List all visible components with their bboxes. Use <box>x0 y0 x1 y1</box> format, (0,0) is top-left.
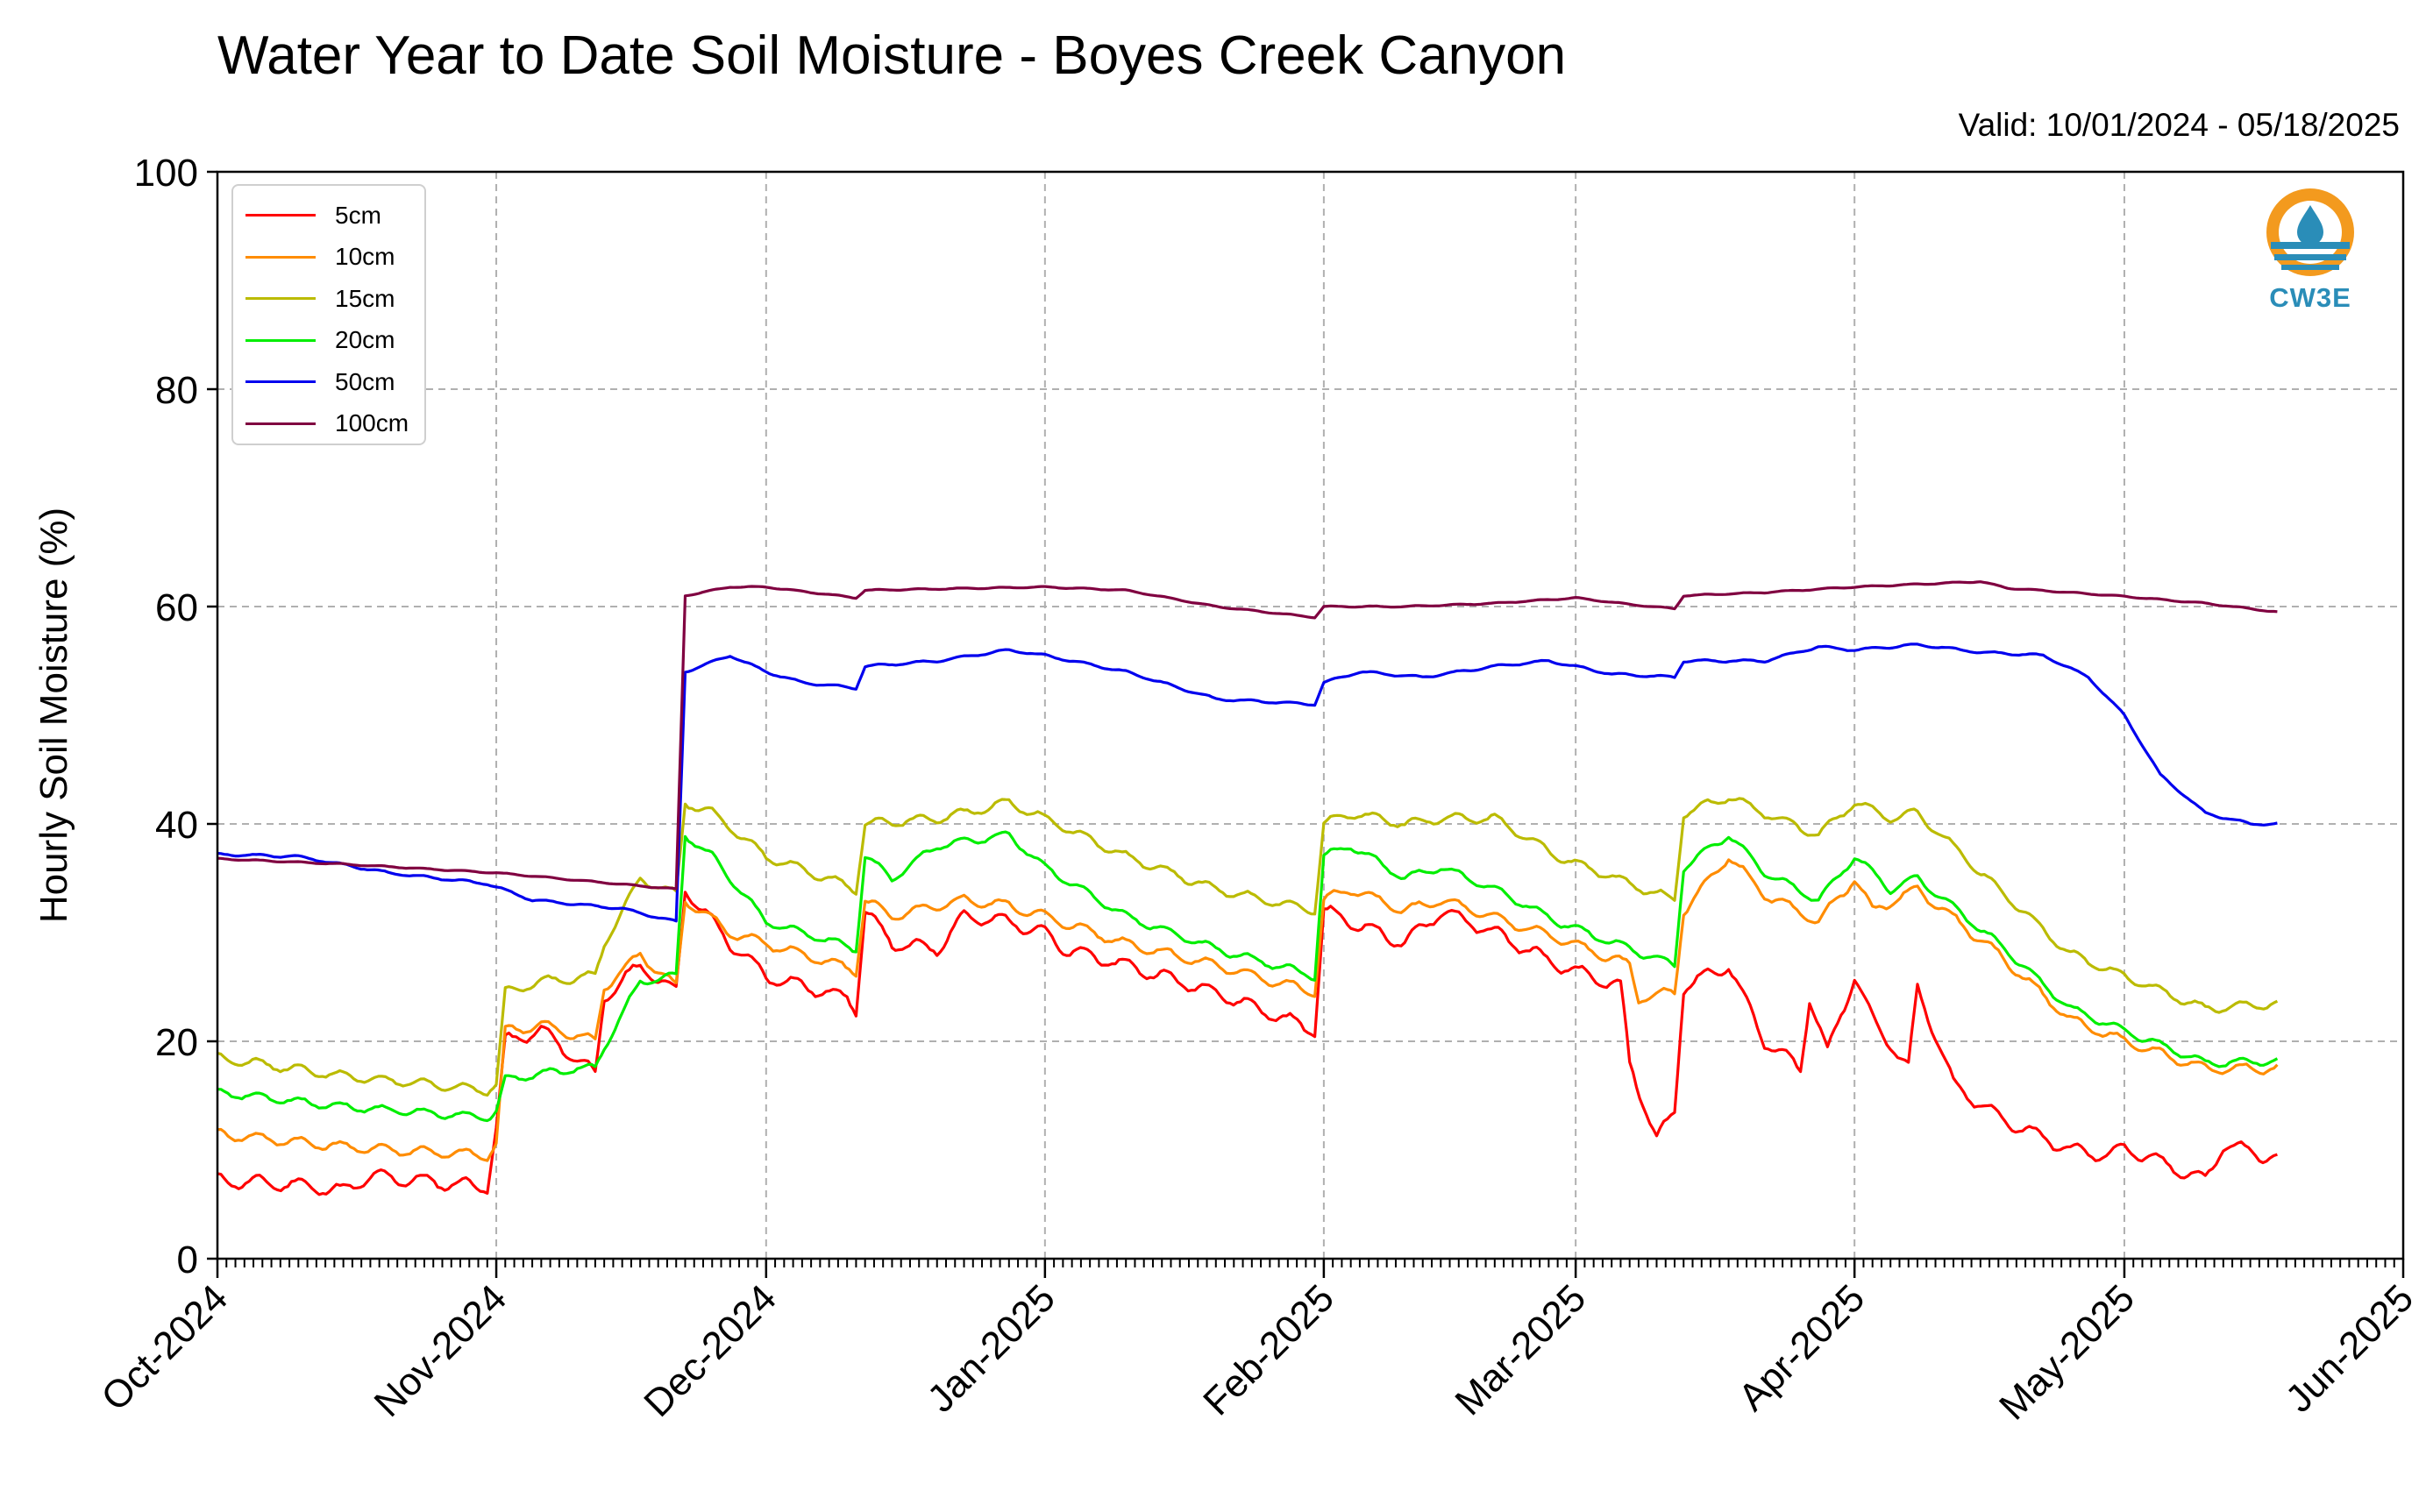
legend-swatch <box>245 422 316 425</box>
legend: 5cm 10cm 15cm 20cm 50cm 100cm <box>231 184 426 445</box>
series-line-100cm <box>217 580 2278 891</box>
legend-label: 20cm <box>335 326 395 354</box>
series-line-20cm <box>217 830 2279 1123</box>
series-line-5cm <box>217 891 2278 1196</box>
x-tick-label: Nov-2024 <box>366 1276 516 1425</box>
series-line-50cm <box>217 642 2278 923</box>
legend-label: 100cm <box>335 409 409 437</box>
cw3e-logo: CW3E <box>2262 184 2358 324</box>
legend-label: 50cm <box>335 367 395 395</box>
series-line-10cm <box>217 858 2279 1162</box>
legend-swatch <box>245 214 316 217</box>
x-tick-label: May-2025 <box>1991 1276 2143 1428</box>
legend-item-15cm: 15cm <box>245 278 412 320</box>
x-tick-label: Jun-2025 <box>2278 1276 2422 1420</box>
valid-date-range: Valid: 10/01/2024 - 05/18/2025 <box>1958 107 2400 143</box>
y-axis-label: Hourly Soil Moisture (%) <box>32 508 75 923</box>
legend-swatch <box>245 380 316 384</box>
x-tick-label: Jan-2025 <box>920 1276 1064 1420</box>
axis-ticks: 0 20 40 60 80 100 Oct-2024 Nov-2024 Dec-2024 Jan-… <box>93 152 2422 1428</box>
legend-item-10cm: 10cm <box>245 237 412 279</box>
legend-label: 15cm <box>335 284 395 312</box>
legend-item-100cm: 100cm <box>245 403 412 445</box>
legend-item-20cm: 20cm <box>245 320 412 362</box>
page-title: Water Year to Date Soil Moisture - Boyes… <box>217 25 1567 86</box>
y-tick-label: 80 <box>155 369 198 412</box>
legend-label: 5cm <box>335 201 381 229</box>
plot-frame <box>216 170 2405 1260</box>
y-tick-label: 0 <box>177 1239 198 1281</box>
logo-text: CW3E <box>2269 282 2351 313</box>
x-tick-label: Dec-2024 <box>636 1276 785 1425</box>
y-tick-label: 60 <box>155 586 198 629</box>
y-tick-label: 40 <box>155 804 198 847</box>
legend-swatch <box>245 297 316 301</box>
x-tick-label: Oct-2024 <box>93 1276 236 1419</box>
x-tick-label: Feb-2025 <box>1195 1276 1342 1423</box>
x-tick-label: Mar-2025 <box>1447 1276 1594 1423</box>
legend-item-5cm: 5cm <box>245 195 412 237</box>
grid-lines <box>217 172 2403 1259</box>
legend-item-50cm: 50cm <box>245 361 412 403</box>
series-line-15cm <box>217 797 2279 1097</box>
y-tick-label: 20 <box>155 1021 198 1064</box>
cw3e-droplet-logo-icon <box>2266 188 2354 276</box>
y-tick-label: 100 <box>134 152 198 195</box>
legend-label: 10cm <box>335 243 395 271</box>
series-lines <box>217 580 2279 1196</box>
x-tick-label: Apr-2025 <box>1731 1276 1874 1419</box>
legend-swatch <box>245 255 316 259</box>
legend-swatch <box>245 338 316 342</box>
